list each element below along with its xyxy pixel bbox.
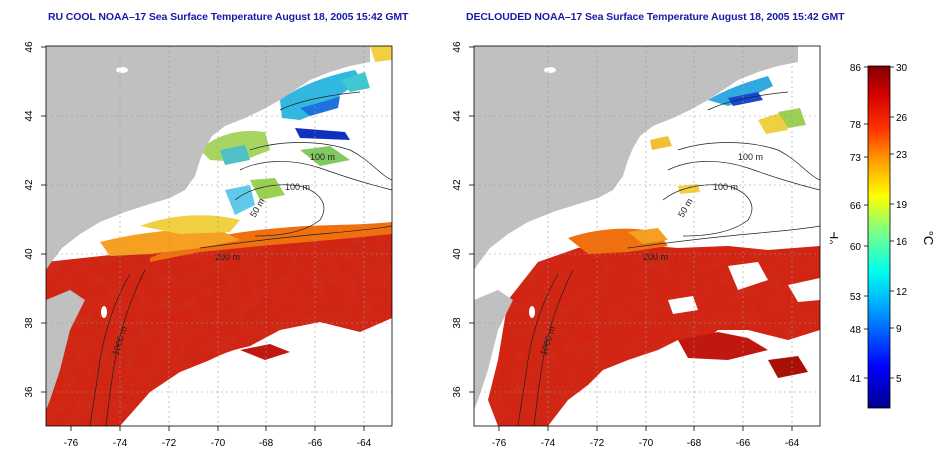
- contour-label-100m: 100 m: [738, 152, 763, 162]
- lon-tick-label: -68: [259, 438, 274, 449]
- lat-tick-label: 44: [24, 110, 35, 122]
- map-frame: [45, 45, 393, 427]
- fahrenheit-tick-label: 53: [850, 292, 862, 303]
- colorbar-gradient: [867, 65, 891, 409]
- lon-tick-label: -72: [590, 438, 605, 449]
- lat-tick-label: 40: [452, 248, 463, 260]
- fahrenheit-tick-label: 86: [850, 63, 862, 74]
- lon-tick-label: -74: [113, 438, 128, 449]
- land-mass: [46, 46, 370, 270]
- lon-tick-label: -74: [541, 438, 556, 449]
- temperature-colorbar: 86 78 73 66 60 53 48 41 30 26 23 19 16 1…: [830, 63, 936, 409]
- contour-label-100m-2: 100 m: [713, 182, 738, 192]
- fahrenheit-tick-label: 66: [850, 201, 862, 212]
- fahrenheit-tick-label: 41: [850, 374, 862, 385]
- left-sst-map: 100 m 100 m 50 m 200 m 1000 m -76 -74 -7…: [24, 41, 393, 449]
- celsius-tick-label: 30: [896, 63, 908, 74]
- celsius-tick-label: 23: [896, 150, 908, 161]
- celsius-tick-label: 9: [896, 324, 902, 335]
- lon-tick-label: -64: [357, 438, 372, 449]
- lat-tick-label: 36: [452, 386, 463, 398]
- right-sst-map: 100 m 100 m 50 m 200 m 1000 m -76 -74 -7…: [452, 41, 821, 449]
- right-map-title: DECLOUDED NOAA–17 Sea Surface Temperatur…: [466, 11, 845, 23]
- contour-label-100m: 100 m: [310, 152, 335, 162]
- lon-tick-label: -76: [492, 438, 507, 449]
- lat-tick-label: 46: [24, 41, 35, 53]
- lat-tick-label: 38: [452, 317, 463, 329]
- lat-tick-label: 42: [24, 179, 35, 191]
- lon-tick-label: -76: [64, 438, 79, 449]
- lon-tick-label: -64: [785, 438, 800, 449]
- fahrenheit-tick-label: 73: [850, 153, 862, 164]
- celsius-tick-label: 5: [896, 374, 902, 385]
- map-frame: [473, 45, 821, 427]
- lon-tick-label: -66: [736, 438, 751, 449]
- celsius-tick-label: 16: [896, 237, 908, 248]
- lon-tick-label: -72: [162, 438, 177, 449]
- lon-tick-label: -66: [308, 438, 323, 449]
- lon-tick-label: -68: [687, 438, 702, 449]
- fahrenheit-tick-label: 48: [850, 325, 862, 336]
- fahrenheit-tick-label: 60: [850, 242, 862, 253]
- lon-tick-label: -70: [639, 438, 654, 449]
- lat-tick-label: 42: [452, 179, 463, 191]
- left-map-title: RU COOL NOAA–17 Sea Surface Temperature …: [48, 11, 409, 23]
- lat-tick-label: 38: [24, 317, 35, 329]
- lat-tick-label: 36: [24, 386, 35, 398]
- fahrenheit-unit-label: °F: [830, 231, 841, 244]
- lon-tick-label: -70: [211, 438, 226, 449]
- celsius-tick-label: 19: [896, 200, 908, 211]
- celsius-tick-label: 26: [896, 113, 908, 124]
- fahrenheit-tick-label: 78: [850, 120, 862, 131]
- lat-tick-label: 44: [452, 110, 463, 122]
- lat-tick-label: 46: [452, 41, 463, 53]
- lat-tick-label: 40: [24, 248, 35, 260]
- contour-label-200m: 200 m: [643, 252, 668, 262]
- contour-label-100m-2: 100 m: [285, 182, 310, 192]
- contour-label-200m: 200 m: [215, 252, 240, 262]
- celsius-unit-label: °C: [921, 231, 936, 246]
- celsius-tick-label: 12: [896, 287, 908, 298]
